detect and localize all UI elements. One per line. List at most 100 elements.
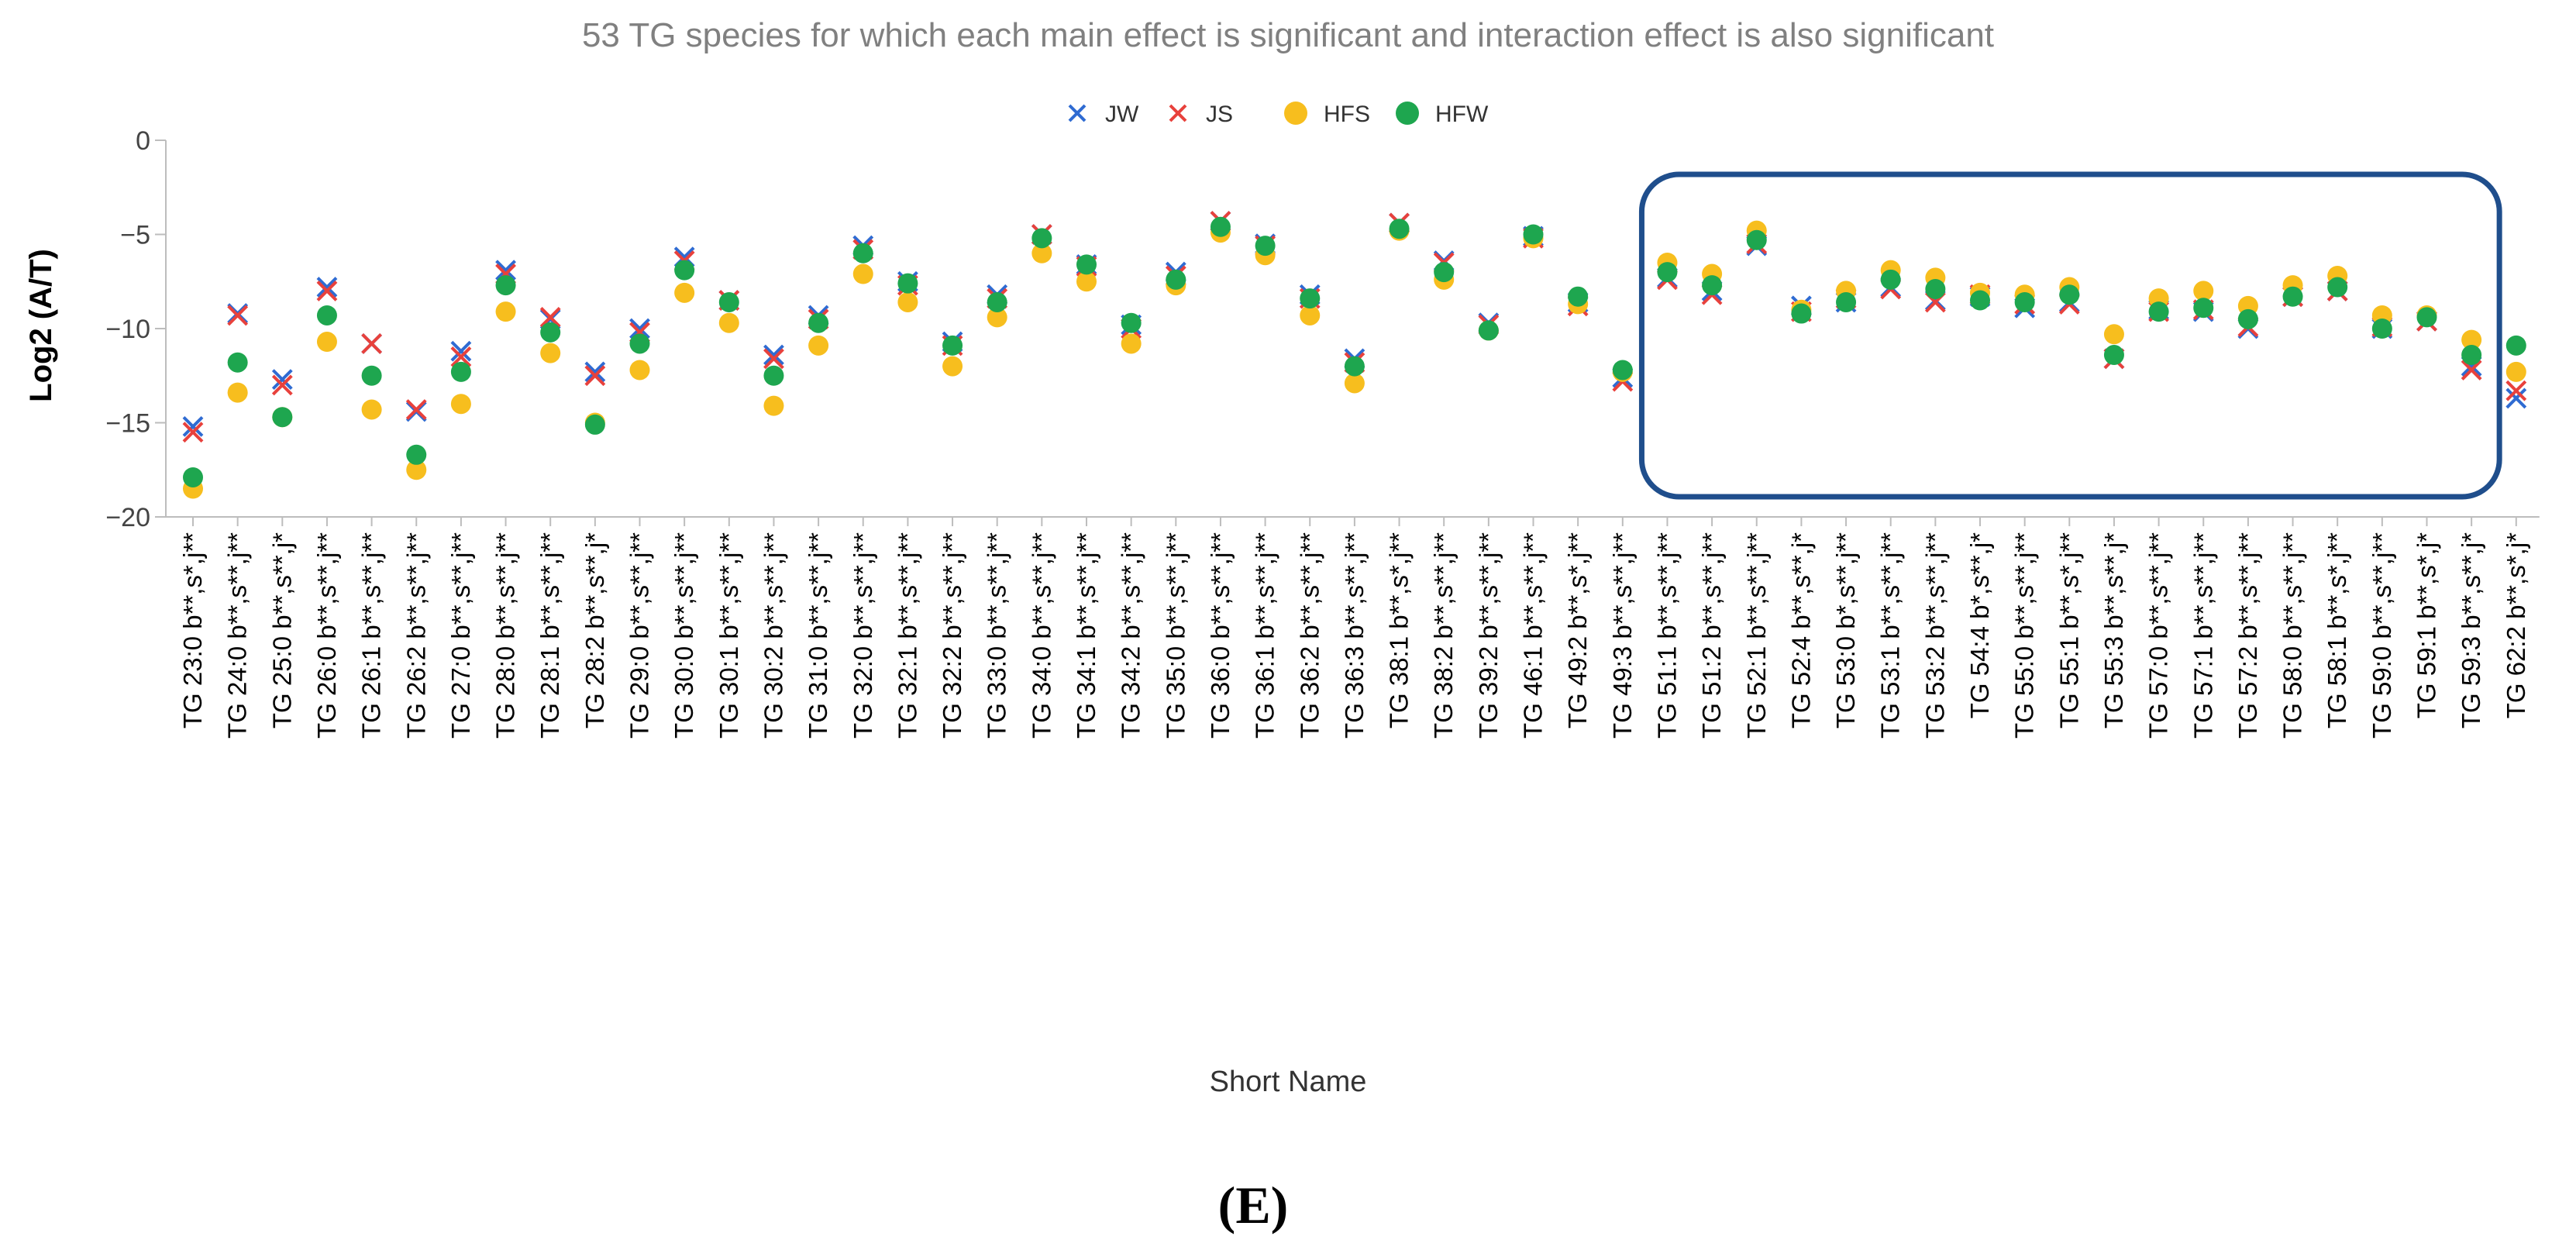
- data-point-js: [182, 422, 204, 443]
- x-tick-label: TG 30:1 b**,s**,j**: [715, 532, 743, 739]
- data-point-hfs: [450, 394, 471, 415]
- data-point-hfw: [2193, 298, 2214, 319]
- data-point-jw: [584, 361, 606, 383]
- data-point-hfw: [406, 444, 427, 465]
- x-tick-label: TG 59:1 b**,s*,j*: [2412, 532, 2441, 718]
- data-point-hfs: [1031, 243, 1052, 263]
- x-tick-label: TG 55:0 b**,s**,j**: [2010, 532, 2039, 739]
- data-point-hfs: [316, 332, 337, 353]
- x-tick-label: TG 39:2 b**,s**,j**: [1474, 532, 1503, 739]
- data-point-hfw: [361, 365, 382, 386]
- data-point-hfs: [2461, 329, 2482, 350]
- data-point-hfw: [674, 260, 695, 281]
- data-point-hfw: [272, 407, 293, 428]
- data-point-hfw: [316, 305, 337, 325]
- data-point-hfw: [1210, 216, 1231, 237]
- legend-marker: [1396, 102, 1419, 125]
- data-point-js: [763, 348, 784, 370]
- data-point-hfw: [1746, 229, 1767, 250]
- x-tick-label: TG 59:3 b**,s**,j*: [2457, 532, 2485, 728]
- x-tick-label: TG 59:0 b**,s**,j**: [2368, 532, 2396, 739]
- x-tick-label: TG 55:3 b**,s**,j*: [2099, 532, 2128, 728]
- data-point-hfw: [1568, 286, 1589, 307]
- x-tick-label: TG 34:2 b**,s**,j**: [1117, 532, 1145, 739]
- legend: JW JS HFS HFW: [1068, 102, 1489, 127]
- data-point-hfw: [450, 361, 471, 382]
- highlight-box-rect: [1638, 171, 2502, 500]
- data-point-hfw: [1970, 290, 1990, 311]
- data-point-hfw: [1880, 269, 1901, 290]
- y-tick-label: −15: [105, 409, 150, 439]
- data-point-hfs: [629, 360, 650, 381]
- data-point-jw: [629, 318, 650, 339]
- data-point-hfs: [406, 460, 427, 480]
- panel-label: (E): [1218, 1176, 1289, 1235]
- data-point-hfw: [2461, 345, 2482, 366]
- x-tick-label: TG 58:0 b**,s**,j**: [2278, 532, 2307, 739]
- data-point-hfs: [227, 382, 248, 403]
- data-point-hfs: [674, 282, 695, 303]
- data-point-hfw: [2237, 308, 2258, 329]
- data-point-js: [316, 280, 338, 301]
- x-tick-label: TG 28:2 b**,s**,j*: [580, 532, 609, 728]
- legend-marker: [1068, 104, 1087, 122]
- x-tick-label: TG 26:0 b**,s**,j**: [312, 532, 341, 739]
- data-point-hfw: [1523, 224, 1544, 245]
- x-tick-label: TG 28:0 b**,s**,j**: [491, 532, 520, 739]
- x-tick-label: TG 29:0 b**,s**,j**: [625, 532, 654, 739]
- legend-marker: [1169, 104, 1187, 122]
- data-point-hfs: [2193, 281, 2214, 301]
- x-tick-label: TG 57:0 b**,s**,j**: [2144, 532, 2173, 739]
- data-point-hfs: [1344, 373, 1365, 394]
- data-point-hfw: [2014, 291, 2035, 312]
- x-tick-label: TG 32:2 b**,s**,j**: [938, 532, 966, 739]
- x-tick-label: TG 54:4 b*,s**,j*: [1965, 532, 1994, 718]
- data-point-hfw: [1836, 291, 1857, 312]
- x-tick-label: TG 30:0 b**,s**,j**: [670, 532, 698, 739]
- x-tick-label: TG 57:1 b**,s**,j**: [2189, 532, 2217, 739]
- y-tick-label: −20: [105, 503, 150, 532]
- data-point-hfw: [227, 352, 248, 373]
- x-tick-label: TG 52:1 b**,s**,j**: [1742, 532, 1771, 739]
- data-point-js: [227, 305, 249, 326]
- data-point-hfw: [808, 312, 829, 333]
- y-tick-label: −5: [120, 221, 150, 250]
- data-point-hfs: [540, 343, 561, 363]
- x-tick-label: TG 51:2 b**,s**,j**: [1697, 532, 1726, 739]
- x-tick-label: TG 49:2 b**,s*,j**: [1563, 532, 1592, 728]
- x-tick-label: TG 34:1 b**,s**,j**: [1072, 532, 1100, 739]
- x-tick-label: TG 32:1 b**,s**,j**: [893, 532, 921, 739]
- data-point-js: [450, 346, 472, 367]
- legend-item-js: JS: [1169, 102, 1233, 127]
- x-tick-label: TG 26:1 b**,s**,j**: [357, 532, 386, 739]
- data-point-hfw: [942, 335, 963, 356]
- data-point-hfw: [1300, 288, 1321, 309]
- data-point-hfs: [2505, 361, 2526, 382]
- data-point-hfw: [2103, 345, 2124, 366]
- x-tick-label: TG 23:0 b**,s*,j**: [178, 532, 207, 728]
- x-tick-label: TG 36:0 b**,s**,j**: [1206, 532, 1235, 739]
- legend-marker: [1284, 102, 1307, 125]
- x-tick-label: TG 32:0 b**,s**,j**: [849, 532, 877, 739]
- data-point-hfs: [2103, 324, 2124, 345]
- legend-item-jw: JW: [1068, 102, 1139, 127]
- data-point-js: [271, 374, 293, 396]
- x-tick-label: TG 53:1 b**,s**,j**: [1876, 532, 1905, 739]
- legend-label: HFW: [1435, 102, 1489, 127]
- x-axis: TG 23:0 b**,s*,j** TG 24:0 b**,s**,j** TG …: [166, 516, 2540, 739]
- series-jw: [182, 211, 2527, 437]
- data-point-hfw: [629, 333, 650, 354]
- data-point-jw: [271, 369, 293, 391]
- data-point-jw: [316, 277, 338, 298]
- x-tick-label: TG 38:1 b**,s*,j**: [1385, 532, 1414, 728]
- highlight-box: [1638, 171, 2502, 500]
- data-point-hfw: [2416, 307, 2437, 328]
- data-point-hfs: [718, 312, 739, 333]
- data-points: [182, 211, 2527, 499]
- y-tick-label: −10: [105, 315, 150, 344]
- x-axis-label: Short Name: [1210, 1066, 1367, 1098]
- x-tick-label: TG 36:2 b**,s**,j**: [1295, 532, 1324, 739]
- data-point-hfs: [763, 395, 784, 416]
- x-tick-label: TG 53:2 b**,s**,j**: [1920, 532, 1949, 739]
- data-point-hfs: [1300, 305, 1321, 325]
